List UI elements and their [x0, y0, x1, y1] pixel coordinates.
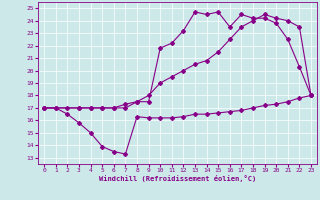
X-axis label: Windchill (Refroidissement éolien,°C): Windchill (Refroidissement éolien,°C)	[99, 175, 256, 182]
